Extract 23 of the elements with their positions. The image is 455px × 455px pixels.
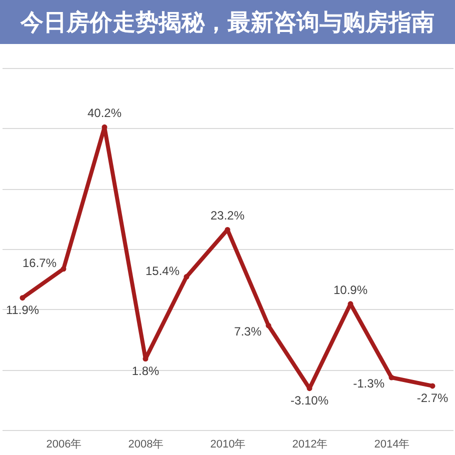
data-label: -3.10% bbox=[290, 393, 329, 408]
point bbox=[184, 274, 190, 280]
x-tick-label: 2014年 bbox=[374, 438, 410, 450]
data-label: 1.8% bbox=[132, 364, 160, 378]
x-tick-label: 2010年 bbox=[210, 438, 246, 450]
x-tick-label: 2012年 bbox=[292, 438, 328, 450]
data-label: 23.2% bbox=[210, 208, 245, 223]
data-label: 40.2% bbox=[87, 106, 122, 120]
chart-title: 今日房价走势揭秘，最新咨询与购房指南 bbox=[0, 0, 455, 44]
x-tick-label: 2006年 bbox=[46, 438, 82, 450]
data-label: 16.7% bbox=[22, 256, 57, 270]
data-label: -2.7% bbox=[416, 390, 448, 405]
data-label: 7.3% bbox=[234, 324, 262, 339]
point bbox=[60, 266, 66, 272]
data-label: 10.9% bbox=[333, 282, 368, 297]
data-label: 15.4% bbox=[145, 264, 180, 278]
point bbox=[430, 383, 436, 389]
point bbox=[266, 322, 272, 328]
data-label: 11.9% bbox=[6, 302, 40, 317]
data-label: -1.3% bbox=[353, 376, 385, 391]
x-tick-label: 2008年 bbox=[128, 438, 164, 450]
point bbox=[20, 295, 26, 301]
point bbox=[388, 374, 394, 380]
